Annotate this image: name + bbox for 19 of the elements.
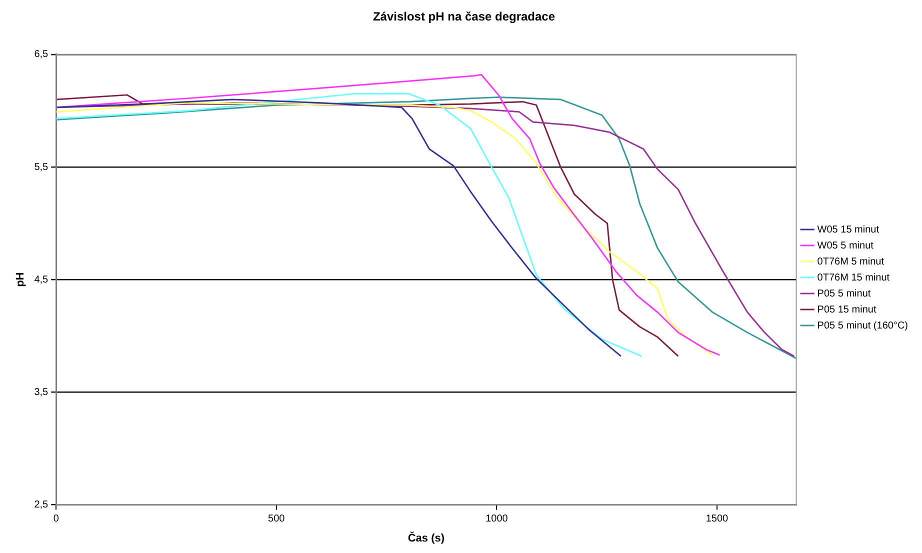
x-tick-label: 500	[268, 514, 286, 525]
legend-label: W05 15 minut	[817, 224, 880, 236]
x-tick-label: 0	[53, 514, 60, 525]
y-tick-label: 5,5	[34, 162, 49, 173]
y-tick-label: 3,5	[34, 386, 49, 398]
legend-label: 0T76M 15 minut	[817, 272, 890, 284]
legend-label: W05 5 minut	[817, 240, 874, 252]
x-tick-label: 1000	[486, 514, 508, 525]
x-axis-title: Čas (s)	[408, 531, 445, 544]
y-tick-label: 2,5	[34, 500, 49, 511]
y-tick-label: 4,5	[34, 274, 49, 286]
legend-label: P05 5 minut (160°C)	[817, 320, 908, 332]
legend-label: 0T76M 5 minut	[817, 256, 884, 268]
x-tick-label: 1500	[706, 514, 729, 525]
chart-title: Závislost pH na čase degradace	[372, 10, 556, 24]
legend-label: P05 5 minut	[817, 288, 871, 300]
y-axis-title: pH	[14, 272, 27, 287]
y-tick-label: 6,5	[34, 49, 49, 60]
legend-label: P05 15 minut	[817, 304, 876, 316]
